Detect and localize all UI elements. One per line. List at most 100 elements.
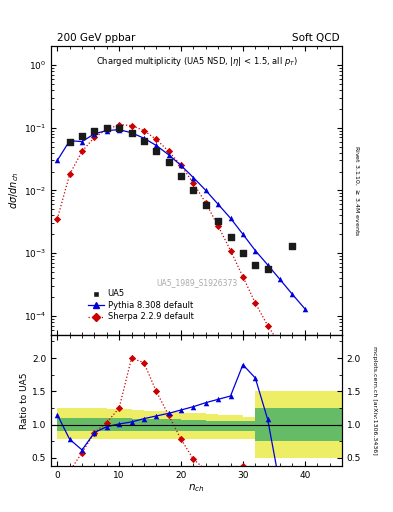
Text: 200 GeV ppbar: 200 GeV ppbar xyxy=(57,33,135,44)
Point xyxy=(116,420,122,428)
Point xyxy=(165,147,172,156)
Point xyxy=(104,126,110,135)
Point xyxy=(289,290,296,298)
Point xyxy=(104,422,110,431)
Point xyxy=(228,246,234,254)
Point xyxy=(190,402,196,411)
Point xyxy=(277,275,283,284)
Point xyxy=(165,151,172,159)
Point xyxy=(141,358,147,367)
Point xyxy=(129,129,135,137)
Point xyxy=(91,130,97,138)
Point xyxy=(178,161,184,169)
Point xyxy=(215,473,221,481)
Point xyxy=(215,395,221,403)
Point xyxy=(54,411,61,419)
Point xyxy=(116,120,122,129)
Point xyxy=(141,134,147,142)
X-axis label: $n_{ch}$: $n_{ch}$ xyxy=(188,482,205,495)
Point xyxy=(116,125,122,134)
Point xyxy=(203,199,209,207)
UA5 xyxy=(215,217,221,225)
Point xyxy=(314,391,320,399)
Point xyxy=(264,415,271,423)
Point xyxy=(228,392,234,400)
Point xyxy=(129,121,135,130)
Point xyxy=(79,138,85,146)
Point xyxy=(240,360,246,369)
Point xyxy=(203,466,209,474)
Point xyxy=(79,449,85,457)
Point xyxy=(178,161,184,169)
Point xyxy=(79,446,85,454)
Point xyxy=(302,305,308,313)
Point xyxy=(302,374,308,382)
Point xyxy=(153,141,160,150)
UA5 xyxy=(228,233,234,241)
Point xyxy=(240,462,246,470)
Point xyxy=(190,174,196,182)
Point xyxy=(79,147,85,156)
Point xyxy=(129,418,135,426)
Point xyxy=(91,133,97,141)
UA5 xyxy=(178,172,184,180)
UA5 xyxy=(289,242,296,250)
UA5 xyxy=(129,129,135,137)
Point xyxy=(178,406,184,414)
Point xyxy=(252,299,259,307)
Point xyxy=(264,322,271,330)
Point xyxy=(66,137,73,145)
Y-axis label: mcplots.cern.ch [arXiv:1306.3436]: mcplots.cern.ch [arXiv:1306.3436] xyxy=(372,346,377,455)
Point xyxy=(104,125,110,134)
Text: UA5_1989_S1926373: UA5_1989_S1926373 xyxy=(156,278,237,287)
Point xyxy=(91,429,97,437)
Point xyxy=(203,186,209,195)
Point xyxy=(66,467,73,475)
UA5 xyxy=(91,126,97,135)
Point xyxy=(327,407,333,415)
UA5 xyxy=(203,201,209,209)
Point xyxy=(141,126,147,135)
Point xyxy=(252,246,259,254)
Point xyxy=(264,261,271,269)
Point xyxy=(129,354,135,362)
Point xyxy=(54,156,61,164)
Point xyxy=(190,455,196,463)
Point xyxy=(203,398,209,407)
Point xyxy=(240,273,246,281)
UA5 xyxy=(116,124,122,132)
UA5 xyxy=(240,249,246,257)
UA5 xyxy=(141,137,147,145)
Point xyxy=(190,179,196,187)
Point xyxy=(277,482,283,490)
UA5 xyxy=(252,261,259,269)
Point xyxy=(54,215,61,223)
Y-axis label: $d\sigma/dn_{ch}$: $d\sigma/dn_{ch}$ xyxy=(7,172,21,209)
Y-axis label: Rivet 3.1.10, $\geq$ 3.4M events: Rivet 3.1.10, $\geq$ 3.4M events xyxy=(353,144,360,236)
UA5 xyxy=(79,132,85,140)
Point xyxy=(240,230,246,238)
Point xyxy=(153,412,160,420)
UA5 xyxy=(66,138,73,146)
UA5 xyxy=(165,158,172,166)
Point xyxy=(153,387,160,395)
Point xyxy=(165,409,172,417)
Legend: UA5, Pythia 8.308 default, Sherpa 2.2.9 default: UA5, Pythia 8.308 default, Sherpa 2.2.9 … xyxy=(84,286,197,325)
Point xyxy=(141,415,147,423)
Point xyxy=(228,214,234,222)
UA5 xyxy=(190,186,196,195)
Point xyxy=(104,418,110,426)
UA5 xyxy=(153,146,160,155)
Point xyxy=(228,478,234,486)
UA5 xyxy=(264,265,271,273)
Point xyxy=(54,483,61,492)
Point xyxy=(91,429,97,437)
Point xyxy=(289,358,296,367)
Point xyxy=(215,200,221,208)
Text: Soft QCD: Soft QCD xyxy=(292,33,340,44)
Point xyxy=(215,222,221,230)
Point xyxy=(66,435,73,443)
Point xyxy=(178,435,184,443)
Point xyxy=(116,404,122,412)
Text: Charged multiplicity (UA5 NSD, $|\eta|$ < 1.5, all $p_{T}$): Charged multiplicity (UA5 NSD, $|\eta|$ … xyxy=(95,55,298,68)
